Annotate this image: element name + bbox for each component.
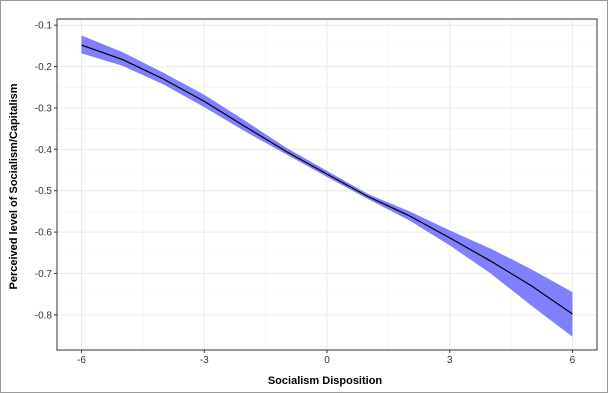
x-tick-label: -3 xyxy=(200,355,209,366)
fit-line xyxy=(81,44,573,315)
x-tick-label: 3 xyxy=(447,355,453,366)
y-tick-label: -0.2 xyxy=(35,62,53,73)
x-tick-label: -6 xyxy=(77,355,86,366)
y-tick-label: -0.1 xyxy=(35,21,53,32)
y-tick-label: -0.7 xyxy=(35,269,53,280)
x-axis-title: Socialism Disposition xyxy=(268,375,383,387)
y-tick-label: -0.3 xyxy=(35,103,53,114)
y-tick-label: -0.4 xyxy=(35,145,53,156)
x-tick-label: 6 xyxy=(570,355,576,366)
y-tick-label: -0.5 xyxy=(35,186,53,197)
confidence-band xyxy=(81,35,573,337)
y-axis-title: Perceived level of Socialism/Capitalism xyxy=(8,83,20,289)
x-tick-label: 0 xyxy=(324,355,330,366)
y-tick-label: -0.6 xyxy=(35,228,53,239)
y-tick-label: -0.8 xyxy=(35,310,53,321)
